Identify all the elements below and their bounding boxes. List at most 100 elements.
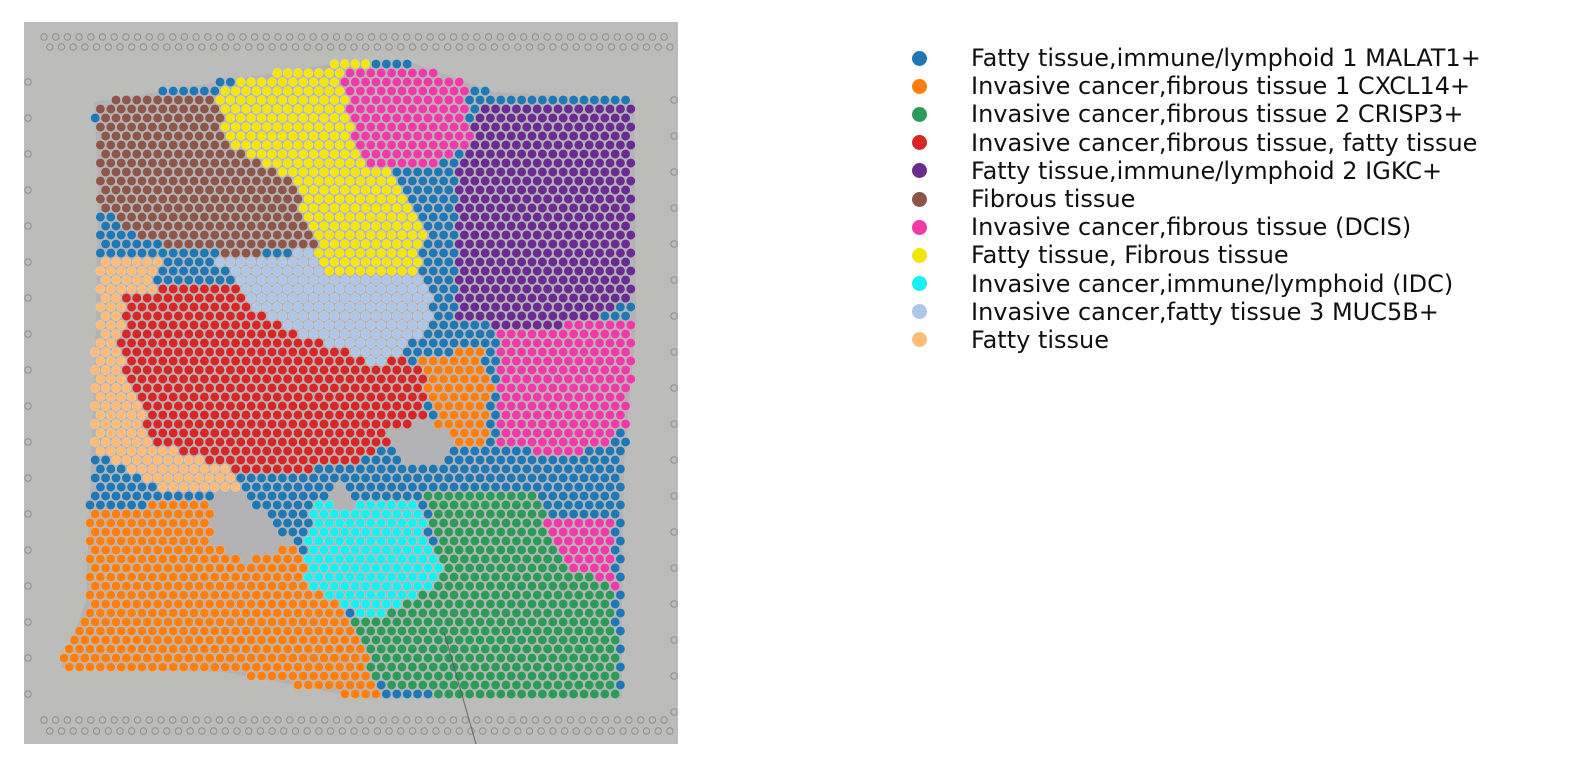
tissue-spot	[241, 158, 251, 168]
tissue-spot	[183, 275, 194, 285]
tissue-spot	[537, 599, 548, 609]
tissue-spot	[371, 401, 381, 411]
tissue-spot	[449, 320, 459, 330]
fiducial-spot	[24, 114, 32, 122]
tissue-spot	[298, 581, 309, 591]
tissue-spot	[402, 167, 413, 177]
fiducial-spot	[461, 33, 469, 41]
tissue-spot	[163, 149, 173, 159]
tissue-spot	[256, 329, 267, 339]
tissue-spot	[490, 482, 501, 492]
tissue-spot	[90, 365, 101, 375]
tissue-spot	[584, 536, 595, 546]
tissue-spot	[371, 203, 381, 213]
tissue-spot	[126, 248, 137, 258]
tissue-spot	[615, 680, 626, 690]
tissue-spot	[194, 149, 205, 159]
tissue-spot	[371, 491, 381, 501]
tissue-spot	[173, 257, 184, 267]
fiducial-spot	[174, 43, 183, 51]
fiducial-spot	[24, 366, 32, 374]
tissue-spot	[241, 194, 251, 204]
tissue-spot	[183, 653, 194, 663]
tissue-spot	[293, 446, 303, 456]
tissue-spot	[256, 635, 267, 645]
tissue-spot	[495, 671, 506, 681]
tissue-spot	[137, 626, 147, 636]
tissue-spot	[542, 572, 553, 582]
tissue-spot	[163, 455, 173, 465]
tissue-spot	[111, 545, 121, 555]
tissue-spot	[137, 572, 147, 582]
tissue-spot	[423, 311, 433, 321]
tissue-spatial-plot	[24, 22, 678, 744]
tissue-spot	[178, 446, 189, 456]
tissue-spot	[230, 608, 241, 618]
tissue-spot	[95, 572, 106, 582]
tissue-spot	[464, 473, 475, 483]
tissue-spot	[324, 356, 335, 366]
tissue-spot	[173, 293, 184, 303]
tissue-spot	[157, 284, 168, 294]
tissue-spot	[402, 689, 413, 699]
tissue-spot	[220, 86, 231, 96]
tissue-spot	[443, 491, 454, 501]
tissue-spot	[199, 374, 210, 384]
tissue-spot	[298, 653, 309, 663]
tissue-spot	[521, 608, 532, 618]
tissue-spot	[568, 401, 579, 411]
fiducial-spot	[332, 716, 341, 724]
tissue-spot	[293, 392, 303, 402]
tissue-spot	[615, 302, 626, 312]
tissue-spot	[282, 284, 293, 294]
tissue-spot	[589, 329, 600, 339]
tissue-spot	[173, 275, 184, 285]
tissue-spot	[443, 275, 454, 285]
tissue-spot	[610, 455, 621, 465]
tissue-spot	[220, 410, 231, 420]
tissue-spot	[511, 518, 522, 528]
tissue-spot	[261, 302, 272, 312]
tissue-spot	[204, 149, 215, 159]
tissue-spot	[485, 545, 496, 555]
tissue-spot	[334, 626, 345, 636]
tissue-spot	[449, 248, 459, 258]
tissue-spot	[423, 347, 433, 357]
tissue-spot	[178, 176, 189, 186]
tissue-spot	[324, 608, 335, 618]
tissue-spot	[568, 545, 579, 555]
tissue-spot	[220, 356, 231, 366]
tissue-spot	[490, 554, 501, 564]
tissue-spot	[319, 383, 329, 393]
tissue-spot	[267, 401, 277, 411]
tissue-spot	[381, 671, 392, 681]
tissue-spot	[121, 113, 132, 123]
tissue-spot	[610, 401, 621, 411]
fiducial-spot	[578, 33, 586, 41]
tissue-spot	[402, 293, 413, 303]
tissue-spot	[537, 473, 548, 483]
tissue-spot	[391, 689, 402, 699]
tissue-spot	[532, 608, 543, 618]
tissue-spot	[256, 473, 267, 483]
tissue-spot	[542, 158, 553, 168]
legend-label: Fatty tissue, Fibrous tissue	[971, 241, 1289, 270]
tissue-spot	[246, 149, 257, 159]
tissue-spot	[339, 455, 350, 465]
tissue-spot	[511, 554, 522, 564]
tissue-spot	[147, 122, 158, 132]
tissue-spot	[313, 338, 324, 348]
fiducial-spot	[116, 43, 124, 51]
tissue-spot	[605, 302, 615, 312]
tissue-spot	[428, 338, 439, 348]
tissue-spot	[308, 293, 319, 303]
tissue-spot	[225, 563, 236, 573]
tissue-spot	[95, 446, 106, 456]
tissue-spot	[350, 509, 361, 519]
tissue-spot	[339, 563, 350, 573]
tissue-spot	[568, 203, 579, 213]
tissue-spot	[516, 131, 527, 141]
tissue-spot	[381, 581, 392, 591]
scratch-line	[443, 631, 477, 744]
tissue-spot	[594, 338, 605, 348]
